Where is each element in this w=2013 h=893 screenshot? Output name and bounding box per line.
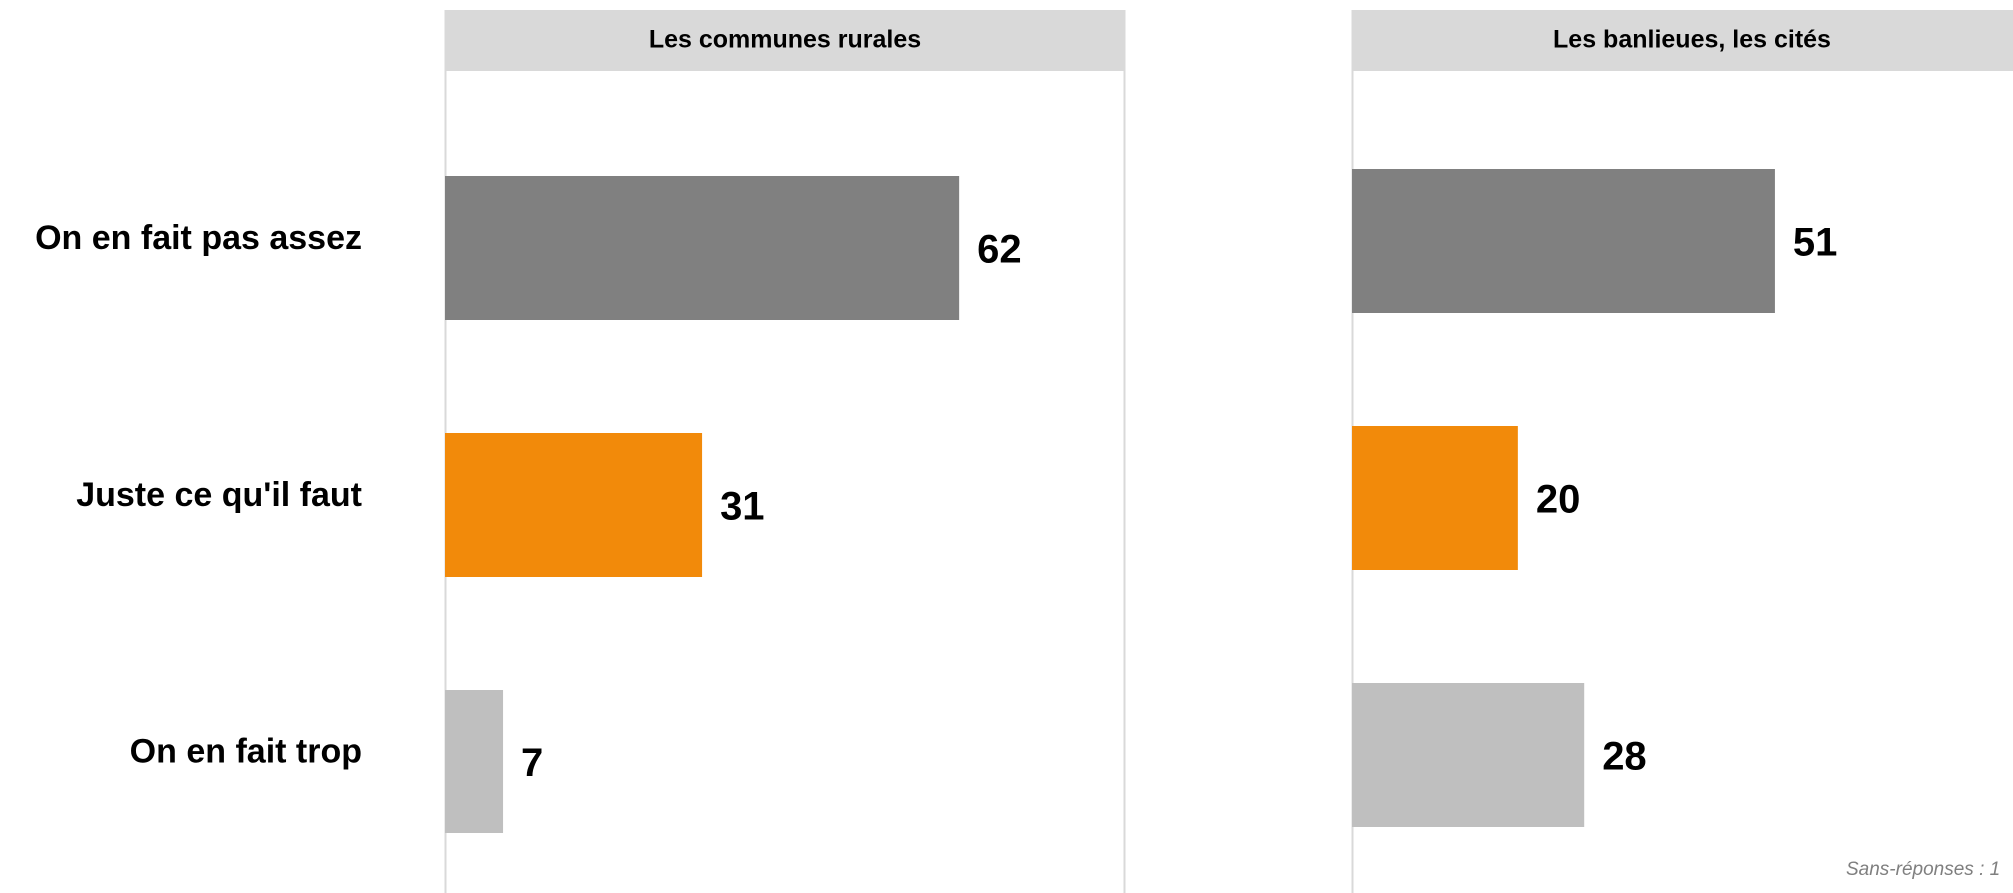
value-label: 51 [1793,221,1838,265]
category-label: Juste ce qu'il faut [76,476,362,514]
bar [1352,683,1585,827]
value-label: 7 [521,741,543,785]
value-label: 28 [1602,735,1647,779]
panel-title: Les communes rurales [649,26,921,54]
panel-title: Les banlieues, les cités [1553,26,1831,54]
panel-header [1352,10,2013,71]
annotation: Sans-réponses : 1 [1846,859,2000,880]
bar [1352,426,1518,570]
bar [445,433,703,577]
bar [1352,169,1775,313]
value-label: 31 [720,485,765,529]
value-label: 62 [977,228,1022,272]
category-label: On en fait trop [130,732,362,770]
category-label: On en fait pas assez [35,219,362,257]
bar [445,176,960,320]
value-label: 20 [1536,478,1581,522]
bar [445,690,504,833]
panel-header [445,10,1125,71]
